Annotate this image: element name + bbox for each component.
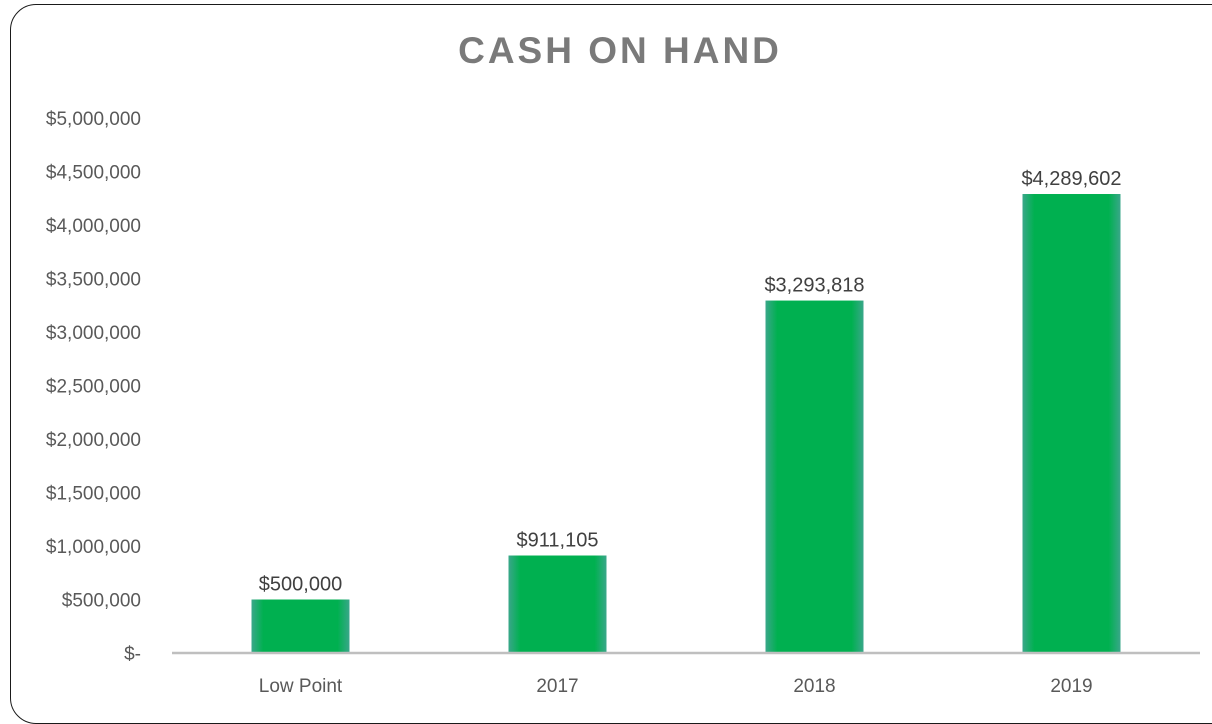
y-tick-label: $500,000	[62, 591, 141, 612]
bar	[1022, 194, 1121, 654]
y-tick-label: $4,500,000	[46, 163, 141, 184]
data-label: $500,000	[259, 574, 342, 596]
y-tick-label: $2,500,000	[46, 377, 141, 398]
x-tick-label: 2018	[793, 676, 835, 697]
y-tick-label: $-	[124, 644, 141, 665]
y-tick-label: $3,500,000	[46, 270, 141, 291]
y-tick-label: $5,000,000	[46, 109, 141, 130]
bars-group	[251, 194, 1121, 654]
x-tick-label: 2017	[536, 676, 578, 697]
y-tick-label: $1,500,000	[46, 484, 141, 505]
x-tick-label: Low Point	[259, 676, 343, 697]
x-tick-label: 2019	[1050, 676, 1092, 697]
x-axis: Low Point 2017 2018 2019	[172, 651, 1200, 697]
y-tick-label: $4,000,000	[46, 216, 141, 237]
data-labels-group: $500,000 $911,105 $3,293,818 $4,289,602	[259, 168, 1122, 595]
y-axis: $- $500,000 $1,000,000 $1,500,000 $2,000,000…	[46, 109, 141, 665]
data-label: $4,289,602	[1021, 168, 1121, 190]
data-label: $3,293,818	[764, 275, 864, 297]
bar	[251, 599, 350, 653]
bar	[765, 300, 864, 653]
y-tick-label: $3,000,000	[46, 323, 141, 344]
chart-frame	[10, 4, 1212, 724]
data-label: $911,105	[517, 530, 599, 552]
chart-title: CASH ON HAND	[458, 30, 782, 71]
y-tick-label: $2,000,000	[46, 430, 141, 451]
bar	[508, 555, 607, 653]
y-tick-label: $1,000,000	[46, 537, 141, 558]
